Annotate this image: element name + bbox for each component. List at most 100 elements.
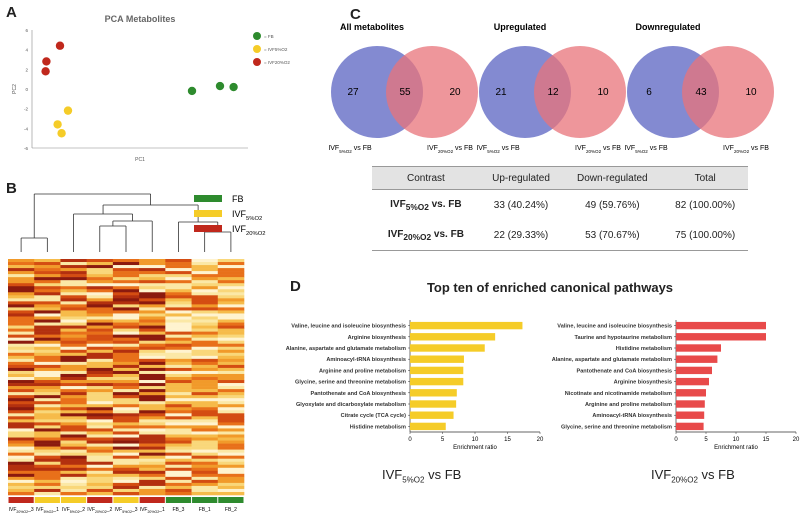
bar xyxy=(410,344,485,352)
heatmap-cell xyxy=(112,304,140,308)
pca-legend-label: = IVF5%O2 xyxy=(264,47,288,52)
heatmap-cell xyxy=(165,428,192,432)
heatmap-cell xyxy=(165,476,192,481)
heatmap-cell xyxy=(217,322,245,326)
heatmap-cell xyxy=(165,331,192,335)
heatmap-cell xyxy=(191,410,219,414)
heatmap-cell xyxy=(60,304,87,308)
heatmap-cell xyxy=(191,370,219,375)
heatmap-cell xyxy=(112,298,140,302)
heatmap-cell xyxy=(86,377,114,381)
heatmap-cell xyxy=(217,416,245,420)
caption-right-sub: 20%O2 xyxy=(671,475,698,485)
heatmap-group-bar xyxy=(113,497,139,503)
heatmap-legend-label: IVF20%O2 xyxy=(232,224,266,237)
heatmap-cell xyxy=(139,367,166,372)
venn-count-left: 6 xyxy=(646,87,652,98)
heatmap-cell xyxy=(34,316,61,320)
heatmap-cell xyxy=(86,380,114,384)
heatmap-cell xyxy=(86,358,114,363)
heatmap-cell xyxy=(191,437,219,441)
heatmap-cell xyxy=(60,292,87,296)
heatmap-cell xyxy=(86,277,114,281)
heatmap-cell xyxy=(217,392,245,396)
heatmap-cell xyxy=(217,268,245,272)
heatmap-cell xyxy=(165,413,192,417)
heatmap-cell xyxy=(86,383,114,387)
heatmap-cell xyxy=(191,277,219,281)
heatmap-cell xyxy=(8,473,35,478)
heatmap-cell xyxy=(60,467,87,472)
heatmap-cell xyxy=(165,398,192,402)
heatmap-cell xyxy=(34,467,61,472)
heatmap-cell xyxy=(165,307,192,311)
heatmap-cell xyxy=(86,482,114,487)
heatmap-cell xyxy=(217,304,245,308)
heatmap-cell xyxy=(60,313,87,317)
heatmap-cell xyxy=(139,361,166,366)
bar xyxy=(676,400,705,408)
heatmap-cell xyxy=(139,346,166,351)
pca-point xyxy=(42,57,51,66)
heatmap-cell xyxy=(8,395,35,399)
row-contrast-tail: vs. FB xyxy=(431,228,464,240)
heatmap-cell xyxy=(60,476,87,481)
heatmap-cell xyxy=(112,473,140,478)
heatmap-cell xyxy=(60,364,87,369)
heatmap-cell xyxy=(8,364,35,369)
heatmap-cell xyxy=(112,482,140,487)
heatmap-cell xyxy=(139,413,166,417)
heatmap-cell xyxy=(8,304,35,308)
venn-count-right: 10 xyxy=(745,87,757,98)
heatmap-cell xyxy=(139,398,166,402)
heatmap-cell xyxy=(86,295,114,299)
heatmap-cell xyxy=(165,283,192,287)
row-contrast-main: IVF xyxy=(387,228,404,240)
contrast-table: Contrast Up-regulated Down-regulated Tot… xyxy=(372,166,748,251)
heatmap-cell xyxy=(60,389,87,393)
table-header: Up-regulated xyxy=(479,166,563,190)
heatmap-cell xyxy=(112,301,140,305)
caption-left-main: IVF xyxy=(382,467,403,482)
heatmap-cell xyxy=(217,488,245,493)
heatmap-cell xyxy=(8,377,35,381)
heatmap-cell xyxy=(139,271,166,275)
heatmap-cell xyxy=(34,280,61,284)
heatmap-cell xyxy=(86,328,114,332)
venn-circle-right xyxy=(534,46,626,138)
heatmap-cell xyxy=(217,467,245,472)
pca-legend-marker xyxy=(253,58,261,66)
heatmap-cell xyxy=(139,386,166,390)
row-contrast: IVF5%O2 vs. FB xyxy=(372,190,480,221)
heatmap-cell xyxy=(191,470,219,475)
heatmap-cell xyxy=(139,313,166,317)
venn-label-right: IVF20%O2 vs FB xyxy=(723,145,769,154)
heatmap-cell xyxy=(112,271,140,275)
row-contrast-sub: 5%O2 xyxy=(405,201,429,212)
heatmap-cell xyxy=(165,289,192,293)
heatmap-group-bar xyxy=(165,497,192,503)
heatmap-cell xyxy=(112,452,140,456)
heatmap-cell xyxy=(34,380,61,384)
heatmap-cell xyxy=(60,322,87,326)
row-contrast: IVF20%O2 vs. FB xyxy=(372,220,480,251)
heatmap-cell xyxy=(139,458,166,463)
heatmap-cell xyxy=(112,340,140,345)
heatmap-cell xyxy=(217,431,245,435)
heatmap-cell xyxy=(112,419,140,423)
heatmap-cell xyxy=(191,259,219,263)
heatmap-cell xyxy=(86,259,114,263)
heatmap-cell xyxy=(139,416,166,420)
heatmap-column-label: IVF20%O2_2 xyxy=(87,507,112,514)
bar xyxy=(676,389,706,397)
bar-category-label: Taurine and hypotaurine metabolism xyxy=(575,335,673,341)
heatmap-cell xyxy=(191,455,219,459)
heatmap-cell xyxy=(139,425,166,429)
heatmap-cell xyxy=(86,364,114,369)
heatmap-cell xyxy=(60,328,87,332)
heatmap-cell xyxy=(191,358,219,363)
heatmap-cell xyxy=(191,301,219,305)
heatmap-cell xyxy=(217,452,245,456)
bar xyxy=(410,321,523,330)
heatmap-cell xyxy=(8,383,35,387)
